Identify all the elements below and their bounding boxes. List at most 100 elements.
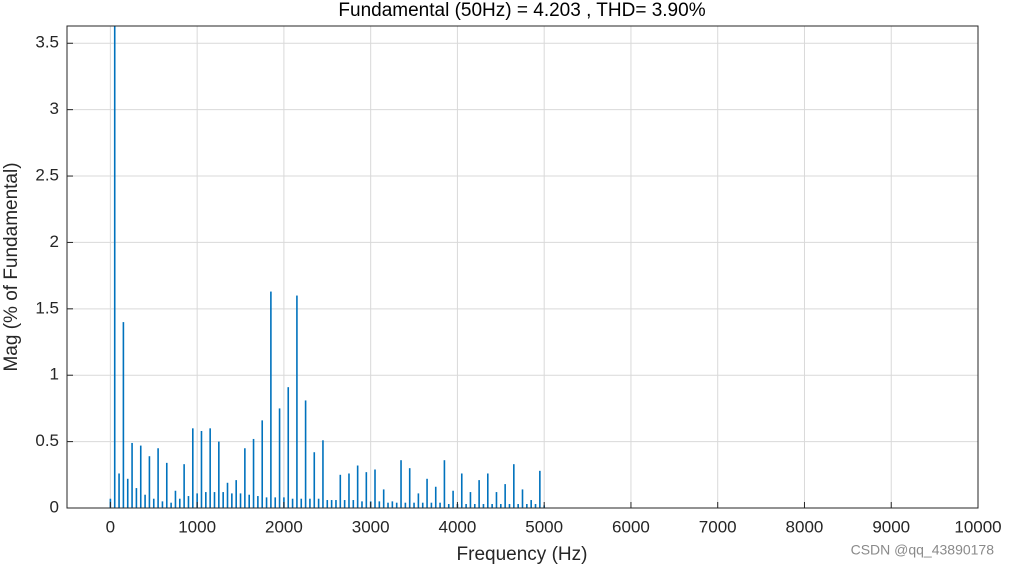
bar bbox=[200, 430, 203, 508]
bar bbox=[400, 460, 402, 508]
bar bbox=[270, 291, 272, 508]
x-tick-label: 0 bbox=[106, 517, 115, 536]
bar bbox=[252, 438, 255, 508]
bar bbox=[473, 504, 476, 508]
bar bbox=[161, 501, 164, 508]
bar bbox=[126, 478, 129, 508]
bar bbox=[500, 504, 502, 508]
bar bbox=[421, 502, 424, 508]
y-tick-label: 1.5 bbox=[35, 298, 59, 317]
watermark: CSDN @qq_43890178 bbox=[851, 542, 995, 558]
bar bbox=[296, 295, 298, 508]
x-tick-label: 1000 bbox=[178, 517, 216, 536]
bar bbox=[291, 498, 294, 508]
bar bbox=[135, 488, 138, 508]
bar bbox=[526, 504, 528, 508]
bar bbox=[413, 502, 415, 508]
bar bbox=[434, 486, 437, 508]
bar bbox=[231, 493, 233, 508]
bar bbox=[213, 492, 216, 508]
bar bbox=[460, 473, 463, 508]
bar bbox=[209, 428, 211, 508]
bar bbox=[174, 490, 177, 508]
bar bbox=[239, 493, 242, 508]
grid bbox=[67, 26, 979, 509]
bar bbox=[118, 473, 120, 508]
bar bbox=[300, 498, 303, 508]
bar bbox=[196, 493, 198, 508]
bar bbox=[165, 462, 168, 508]
bar bbox=[274, 497, 277, 508]
bar bbox=[417, 493, 420, 508]
bar bbox=[265, 497, 268, 508]
bar bbox=[482, 504, 485, 508]
y-tick-label: 2.5 bbox=[35, 166, 59, 185]
bar bbox=[139, 445, 142, 508]
bar bbox=[521, 489, 524, 508]
bar bbox=[205, 492, 207, 508]
bar bbox=[504, 484, 506, 508]
bar bbox=[152, 498, 155, 508]
plot-area bbox=[67, 26, 978, 508]
y-tick-label: 2 bbox=[50, 232, 59, 251]
x-tick-label: 7000 bbox=[699, 517, 737, 536]
bar bbox=[278, 408, 281, 508]
bar bbox=[391, 501, 394, 508]
y-tick-label: 3 bbox=[50, 99, 59, 118]
bar bbox=[378, 501, 381, 508]
bar bbox=[539, 470, 541, 508]
bar bbox=[257, 496, 259, 508]
bar bbox=[218, 441, 220, 508]
bar bbox=[356, 465, 359, 508]
bar bbox=[387, 502, 389, 508]
bar bbox=[122, 322, 125, 508]
x-tick-label: 5000 bbox=[525, 517, 563, 536]
y-tick-label: 0.5 bbox=[35, 431, 59, 450]
chart-title: Fundamental (50Hz) = 4.203 , THD= 3.90% bbox=[338, 0, 705, 21]
bar bbox=[287, 387, 290, 508]
bar bbox=[348, 473, 350, 508]
bar bbox=[113, 26, 116, 508]
bar bbox=[330, 500, 333, 508]
bar bbox=[170, 502, 172, 508]
bar bbox=[304, 400, 307, 508]
bar bbox=[309, 498, 311, 508]
bar bbox=[235, 480, 237, 508]
bar bbox=[183, 464, 185, 508]
bar bbox=[226, 482, 229, 508]
x-tick-label: 4000 bbox=[439, 517, 477, 536]
bar bbox=[443, 460, 446, 508]
bar bbox=[495, 492, 498, 508]
bar bbox=[452, 490, 454, 508]
bar bbox=[382, 489, 385, 508]
bar bbox=[322, 440, 324, 508]
bar bbox=[244, 448, 246, 508]
x-tick-label: 3000 bbox=[352, 517, 390, 536]
bar bbox=[352, 500, 355, 508]
bar bbox=[478, 480, 480, 508]
bar bbox=[465, 504, 467, 508]
bar bbox=[144, 494, 146, 508]
bar bbox=[530, 500, 532, 508]
bar bbox=[447, 504, 450, 508]
bar bbox=[222, 492, 224, 508]
bar bbox=[313, 452, 316, 508]
bar bbox=[534, 504, 537, 508]
bar bbox=[486, 473, 489, 508]
bar bbox=[178, 498, 181, 508]
y-tick-label: 3.5 bbox=[35, 33, 59, 52]
bar bbox=[408, 468, 411, 508]
bar bbox=[148, 456, 151, 508]
bar bbox=[426, 478, 428, 508]
bar bbox=[491, 504, 493, 508]
bar bbox=[339, 474, 342, 508]
bar bbox=[248, 494, 250, 508]
x-tick-label: 9000 bbox=[872, 517, 910, 536]
bar bbox=[261, 420, 264, 508]
y-tick-label: 1 bbox=[50, 365, 59, 384]
bar bbox=[395, 502, 398, 508]
x-tick-label: 8000 bbox=[786, 517, 824, 536]
bar bbox=[187, 496, 190, 508]
y-axis-label: Mag (% of Fundamental) bbox=[1, 162, 22, 371]
